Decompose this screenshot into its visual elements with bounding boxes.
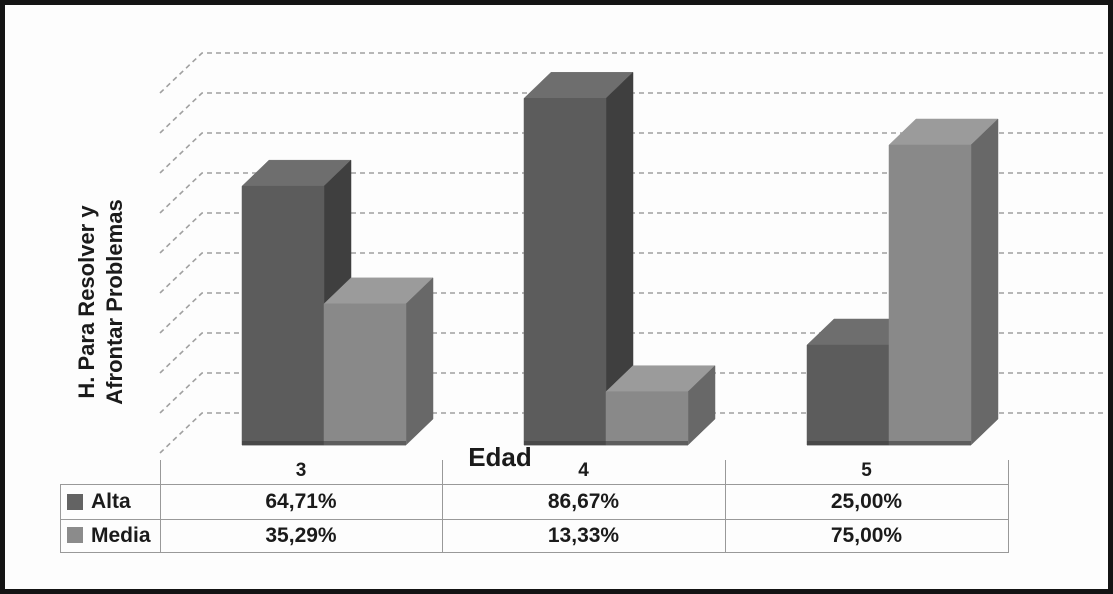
bar-media-cat-4	[605, 365, 716, 446]
gridline	[159, 92, 1103, 134]
bar-floor-shadow	[242, 441, 406, 446]
bar-media-cat-5	[888, 118, 999, 446]
legend-swatch-alta	[67, 494, 83, 510]
table-line-col0	[160, 460, 161, 552]
table-value-media-4: 13,33%	[547, 523, 620, 547]
category-label-4: 4	[578, 460, 589, 481]
table-value-alta-5: 25,00%	[830, 489, 903, 513]
category-label-5: 5	[861, 460, 872, 481]
x-axis-title: Edad	[468, 442, 532, 472]
table-line-col1	[442, 460, 443, 552]
table-value-alta-4: 86,67%	[547, 489, 620, 513]
gridline	[159, 172, 1103, 214]
series-name-media: Media	[91, 523, 151, 547]
table-line-bottom	[60, 552, 1009, 553]
plot-area	[159, 52, 1103, 454]
table-value-media-5: 75,00%	[830, 523, 903, 547]
table-line-col2	[725, 460, 726, 552]
gridline	[159, 132, 1103, 174]
table-line-top	[60, 484, 1009, 485]
gridline	[159, 212, 1103, 254]
y-axis-title-line1: H. Para Resolver y	[74, 205, 99, 399]
gridline	[159, 292, 1103, 334]
table-value-alta-3: 64,71%	[265, 489, 337, 513]
bar-floor-shadow	[807, 441, 971, 446]
legend-swatch-media	[67, 527, 83, 543]
y-axis-title: H. Para Resolver y Afrontar Problemas	[73, 152, 131, 452]
y-axis-title-line2: Afrontar Problemas	[102, 199, 127, 405]
category-label-3: 3	[295, 460, 307, 481]
gridline	[159, 372, 1103, 414]
gridline	[159, 412, 1103, 454]
series-name-alta: Alta	[91, 489, 131, 513]
bar-floor-shadow	[524, 441, 688, 446]
gridline	[159, 252, 1103, 294]
table-line-middle	[60, 519, 1009, 520]
gridline	[159, 52, 1103, 94]
table-line-left	[60, 484, 61, 552]
table-value-media-3: 35,29%	[265, 523, 337, 547]
gridline	[159, 332, 1103, 374]
bar-alta-cat-4	[523, 71, 634, 446]
table-line-right	[1008, 460, 1009, 552]
bar-media-cat-3	[323, 277, 434, 446]
